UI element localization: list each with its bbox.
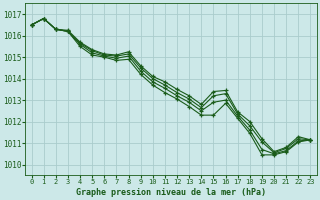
X-axis label: Graphe pression niveau de la mer (hPa): Graphe pression niveau de la mer (hPa) [76,188,266,197]
